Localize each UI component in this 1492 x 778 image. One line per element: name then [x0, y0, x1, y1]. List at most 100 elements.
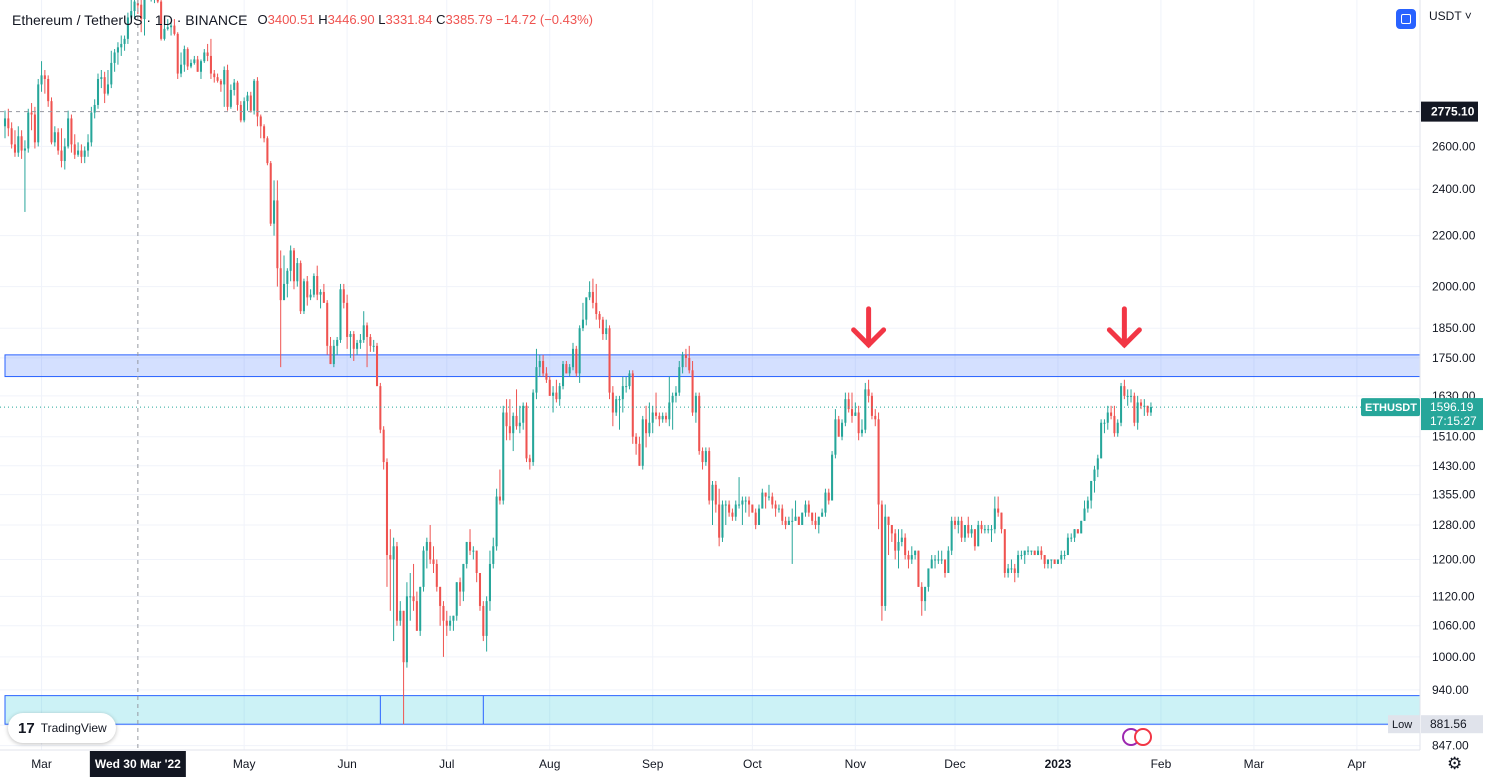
candle-body	[409, 596, 412, 598]
candle-body	[319, 291, 322, 295]
candle-body	[635, 436, 638, 444]
candle-body	[110, 62, 113, 85]
candle-body	[552, 392, 555, 396]
candle-body	[754, 512, 757, 525]
candle-body	[23, 148, 26, 151]
time-tick-label: Apr	[1348, 757, 1367, 771]
crosshair-price-label: 2775.10	[1431, 105, 1475, 119]
candle-body	[502, 412, 505, 501]
candle-body	[757, 508, 761, 525]
time-tick-label: Oct	[743, 757, 762, 771]
symbol-title[interactable]: Ethereum / TetherUS · 1D · BINANCE	[12, 12, 248, 28]
candle-body	[1139, 402, 1143, 406]
candle-body	[299, 263, 302, 312]
candle-body	[77, 150, 80, 155]
candle-body	[688, 357, 691, 371]
candle-body	[784, 520, 787, 525]
candle-body	[764, 492, 767, 497]
candle-body	[545, 373, 548, 380]
candle-body	[80, 150, 83, 157]
candle-body	[189, 62, 193, 67]
candle-body	[821, 512, 824, 517]
candle-body	[917, 550, 920, 587]
candle-body	[598, 313, 601, 320]
candle-body	[332, 345, 335, 365]
candle-body	[797, 516, 800, 525]
candle-body	[1106, 412, 1109, 423]
candle-body	[914, 550, 917, 556]
price-tick-label: 1280.00	[1432, 518, 1476, 532]
candle-body	[10, 128, 13, 145]
candle-body	[748, 500, 751, 505]
candle-body	[482, 605, 485, 636]
candle-body	[339, 289, 342, 340]
candle-body	[1096, 458, 1099, 470]
time-axis[interactable]: Mar May Jun Jul Aug Sep Oct Nov Dec 2023 Feb Mar Apr	[31, 757, 1366, 771]
candle-body	[27, 112, 30, 149]
candle-body	[326, 302, 329, 346]
symbol-tag	[1361, 398, 1420, 417]
candle-body	[1086, 500, 1089, 509]
candle-body	[126, 17, 129, 39]
candle-body	[465, 541, 468, 564]
price-tick-label: 1060.00	[1432, 619, 1476, 633]
economic-event-icon	[1134, 728, 1153, 746]
candle-body	[468, 541, 472, 551]
candle-body	[827, 492, 830, 501]
candle-body	[741, 500, 744, 505]
candle-body	[180, 64, 183, 74]
candle-body	[924, 586, 927, 602]
candle-body	[20, 136, 23, 151]
tradingview-logo[interactable]: 17 TradingView	[8, 713, 116, 743]
candle-body	[1003, 529, 1006, 573]
candle-body	[382, 429, 385, 463]
candle-body	[1100, 422, 1103, 459]
candle-body	[711, 484, 714, 501]
candle-body	[33, 114, 36, 143]
price-axis[interactable]: 2600.00 2400.00 2200.00 2000.00 1850.00 1750.…	[1432, 139, 1476, 752]
candle-body	[1027, 550, 1030, 552]
candle-body	[296, 263, 299, 282]
settings-gear-icon[interactable]: ⚙	[1447, 754, 1463, 773]
price-tick-label: 2600.00	[1432, 139, 1476, 153]
candle-body	[113, 52, 116, 63]
candle-body	[681, 354, 684, 368]
candle-body	[721, 504, 724, 538]
candle-body	[349, 334, 352, 337]
arrow-head	[851, 327, 887, 349]
candle-body	[312, 276, 315, 295]
time-tick-label: Nov	[845, 757, 866, 771]
currency-selector[interactable]: USDT ˅	[1429, 9, 1472, 23]
candle-body	[140, 4, 143, 20]
candle-body	[40, 75, 43, 85]
time-tick-label: Mar	[31, 757, 52, 771]
candle-body	[352, 334, 355, 349]
candle-body	[3, 118, 7, 127]
candle-body	[874, 415, 877, 420]
time-tick-label: Dec	[944, 757, 965, 771]
price-tick-label: 940.00	[1432, 683, 1469, 697]
compare-toggle-icon[interactable]	[1396, 9, 1416, 29]
candle-body	[229, 89, 232, 107]
price-tick-label: 1510.00	[1432, 430, 1476, 444]
candle-body	[671, 395, 674, 403]
candle-body	[558, 386, 561, 400]
candle-body	[844, 399, 847, 423]
candle-body	[419, 586, 422, 631]
candle-body	[831, 454, 834, 501]
candle-body	[488, 563, 491, 602]
candle-body	[731, 512, 734, 517]
candle-body	[548, 379, 551, 396]
candle-body	[269, 163, 272, 224]
candle-body	[379, 386, 382, 430]
candle-body	[718, 504, 721, 538]
candle-body	[372, 345, 375, 347]
candle-body	[116, 47, 119, 53]
candle-body	[1046, 559, 1050, 564]
candle-body	[744, 500, 747, 502]
candle-body	[170, 25, 173, 28]
candle-body	[980, 524, 983, 530]
candle-body	[279, 268, 282, 301]
candle-body	[282, 283, 286, 301]
